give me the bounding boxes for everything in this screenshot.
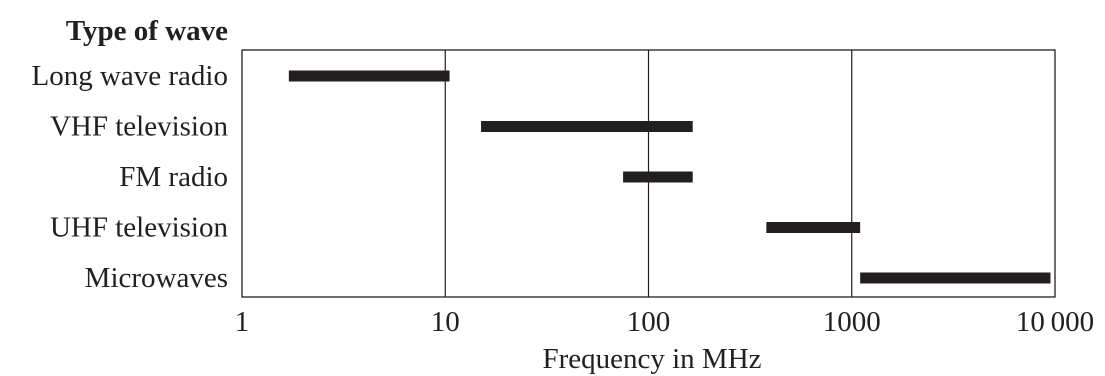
category-label-vhf-television: VHF television — [50, 111, 229, 143]
category-label-fm-radio: FM radio — [119, 161, 228, 193]
x-tick-label: 10 000 — [1016, 306, 1094, 338]
range-bar-vhf-television — [481, 121, 693, 132]
x-tick-label: 100 — [627, 306, 671, 338]
category-label-microwaves: Microwaves — [85, 262, 228, 294]
x-tick-labels: 1 10 100 1000 10 000 — [235, 306, 1094, 338]
category-axis-title: Type of wave — [66, 15, 228, 47]
range-bar-long-wave-radio — [288, 70, 450, 82]
range-bar-uhf-television — [766, 222, 861, 233]
category-labels: Long wave radio VHF television FM radio UHF… — [32, 60, 229, 294]
category-label-long-wave-radio: Long wave radio — [32, 60, 229, 92]
range-bar-fm-radio — [623, 171, 693, 183]
x-tick-label: 10 — [431, 306, 460, 338]
bars — [288, 70, 1051, 284]
x-tick-label: 1000 — [823, 306, 881, 338]
range-bar-microwaves — [860, 272, 1051, 284]
x-tick-label: 1 — [235, 306, 250, 338]
x-axis-title: Frequency in MHz — [542, 343, 761, 375]
plot-frame — [241, 49, 1056, 298]
category-label-uhf-television: UHF television — [50, 212, 229, 244]
